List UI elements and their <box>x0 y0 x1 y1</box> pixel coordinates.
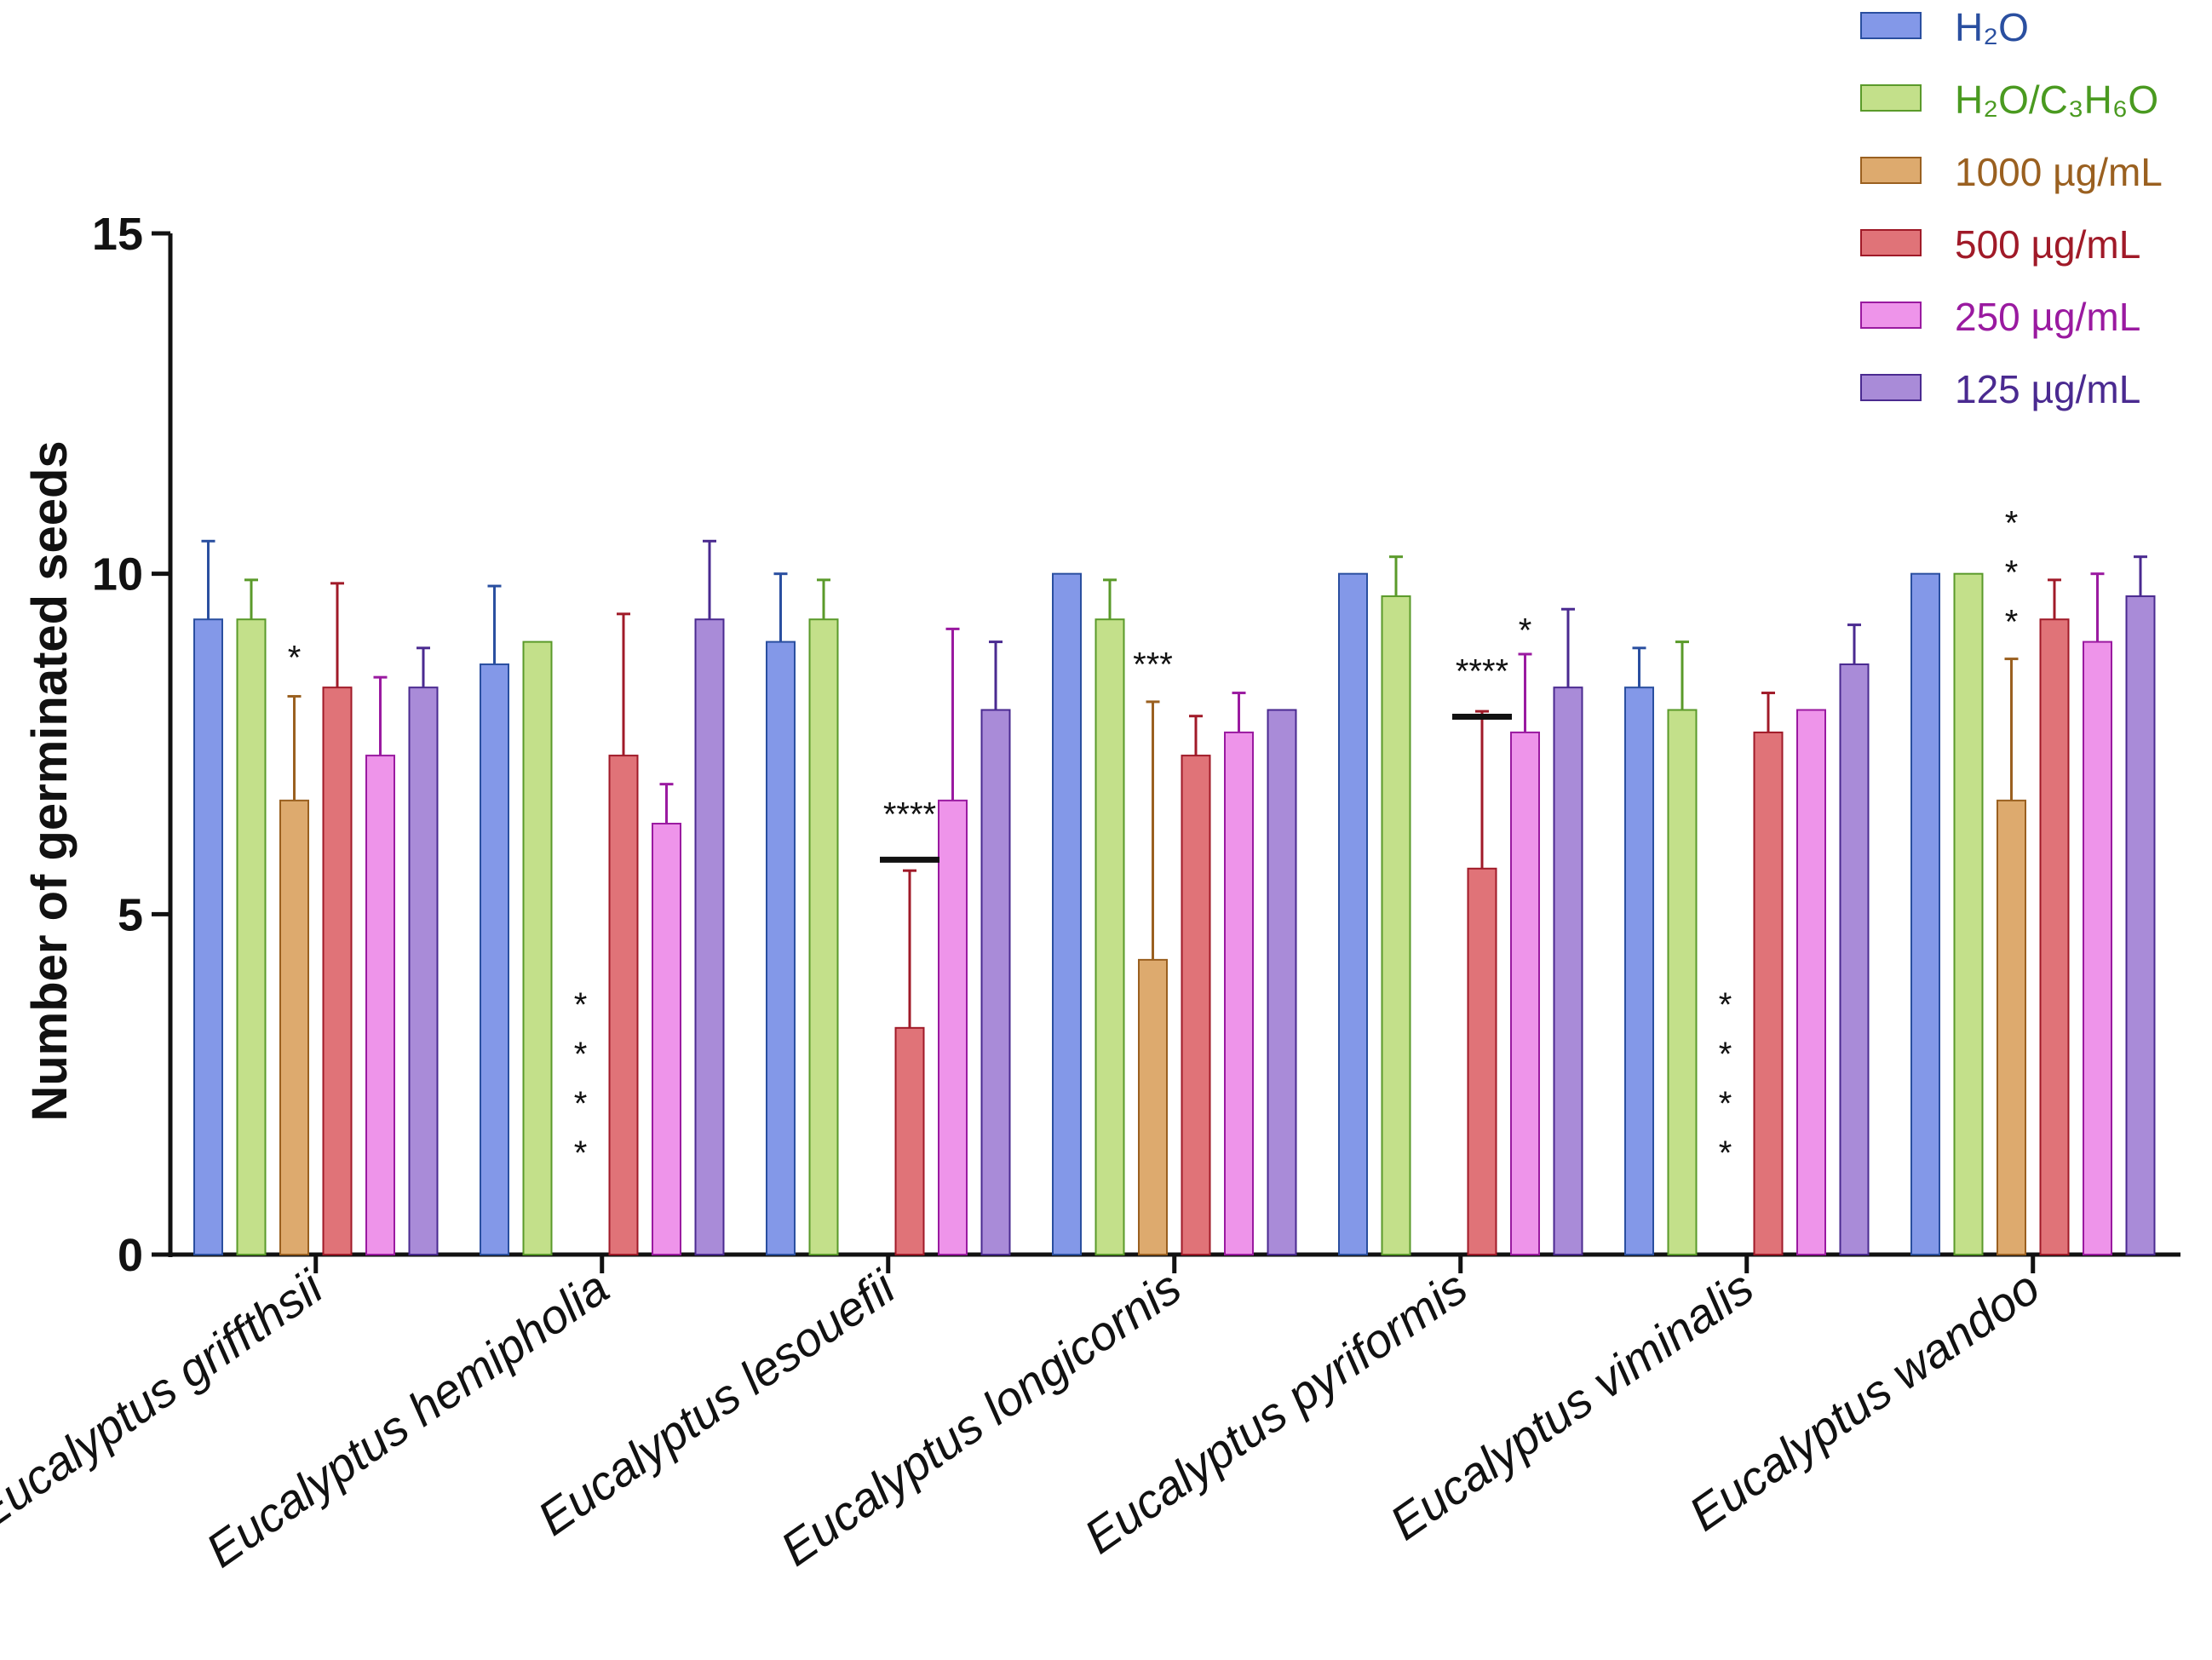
bar <box>408 686 439 1255</box>
bar <box>1381 595 1411 1255</box>
significance-marker: **** <box>1456 653 1508 691</box>
bar <box>808 618 839 1255</box>
y-tick-label: 5 <box>118 889 143 940</box>
bar <box>322 686 353 1255</box>
bar <box>522 640 553 1255</box>
bar <box>279 799 309 1255</box>
significance-marker: **** <box>883 796 936 833</box>
significance-marker: * <box>1719 1036 1732 1073</box>
legend-swatch <box>1860 374 1922 401</box>
legend-swatch <box>1860 84 1922 112</box>
legend-label: 125 µg/mL <box>1955 367 2140 411</box>
bar <box>938 799 968 1255</box>
annotations-group: ************************ <box>288 505 2019 1172</box>
y-tick-label: 15 <box>92 209 143 260</box>
bar <box>1753 731 1784 1255</box>
bar <box>1181 755 1211 1255</box>
legend-label: 250 µg/mL <box>1955 295 2140 339</box>
significance-marker: * <box>288 640 302 677</box>
legend-swatch <box>1860 12 1922 39</box>
bar <box>694 618 725 1255</box>
bar <box>1624 686 1654 1255</box>
legend-label: 1000 µg/mL <box>1955 150 2163 194</box>
bar <box>1910 572 1940 1255</box>
significance-marker: * <box>2005 604 2019 641</box>
bar <box>1667 709 1698 1255</box>
bar <box>894 1026 925 1256</box>
legend-label: 500 µg/mL <box>1955 222 2140 267</box>
bar <box>236 618 267 1255</box>
bar <box>365 755 395 1255</box>
bar <box>1467 867 1497 1255</box>
significance-marker: * <box>574 986 588 1024</box>
significance-marker: * <box>1719 986 1732 1024</box>
significance-marker: * <box>1519 612 1532 650</box>
bar <box>1224 731 1254 1255</box>
y-axis-title: Number of germinated seeds <box>22 440 78 1121</box>
bar <box>1095 618 1125 1255</box>
bar <box>1267 709 1297 1255</box>
significance-marker: * <box>1719 1085 1732 1123</box>
legend-swatch <box>1860 229 1922 256</box>
bar <box>766 640 796 1255</box>
bar <box>1553 686 1583 1255</box>
bar <box>1997 799 2026 1255</box>
bar <box>1052 572 1082 1255</box>
bars-group <box>193 539 2156 1256</box>
significance-marker: * <box>574 1085 588 1123</box>
bar <box>1510 731 1540 1255</box>
bar <box>2125 595 2156 1255</box>
significance-marker: * <box>2005 505 2019 543</box>
bar <box>2083 640 2112 1255</box>
y-tick-label: 10 <box>92 549 143 600</box>
y-tick-label: 0 <box>118 1230 143 1281</box>
bar <box>193 618 223 1255</box>
bar <box>1953 572 1984 1255</box>
bar <box>980 709 1011 1255</box>
bar <box>480 663 509 1255</box>
significance-marker: * <box>1719 1134 1732 1172</box>
legend-swatch <box>1860 157 1922 184</box>
legend-label: H₂O <box>1955 5 2029 49</box>
significance-marker: * <box>2005 554 2019 592</box>
bar <box>2039 618 2070 1255</box>
significance-marker: *** <box>1133 646 1173 684</box>
bar <box>1338 572 1368 1255</box>
legend-swatch <box>1860 302 1922 329</box>
significance-marker: * <box>574 1134 588 1172</box>
bar <box>608 755 639 1255</box>
bar <box>1796 709 1826 1255</box>
legend: H₂O H₂O/C₃H₆O 1000 µg/mL 500 µg/mL 250 µg/mL… <box>1860 5 2163 411</box>
bar <box>1839 663 1870 1255</box>
legend-label: H₂O/C₃H₆O <box>1955 78 2158 122</box>
bar <box>652 823 681 1255</box>
bar <box>1138 958 1168 1255</box>
significance-marker: * <box>574 1036 588 1073</box>
